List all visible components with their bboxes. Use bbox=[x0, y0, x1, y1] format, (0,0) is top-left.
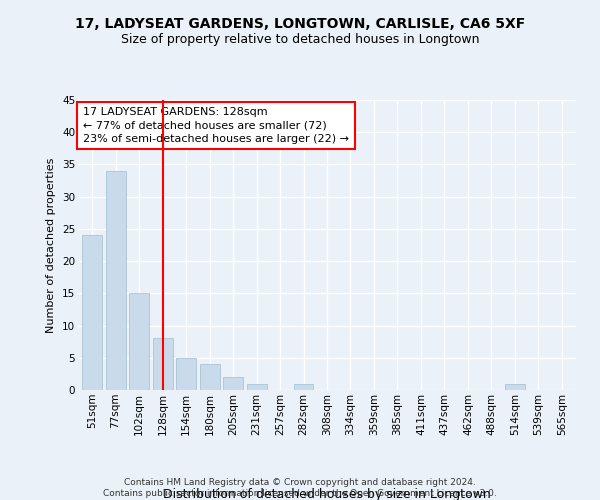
Text: Contains HM Land Registry data © Crown copyright and database right 2024.
Contai: Contains HM Land Registry data © Crown c… bbox=[103, 478, 497, 498]
Bar bbox=[200, 364, 220, 390]
Text: 17 LADYSEAT GARDENS: 128sqm
← 77% of detached houses are smaller (72)
23% of sem: 17 LADYSEAT GARDENS: 128sqm ← 77% of det… bbox=[83, 108, 349, 144]
Y-axis label: Number of detached properties: Number of detached properties bbox=[46, 158, 56, 332]
Bar bbox=[293, 384, 313, 390]
Bar bbox=[247, 384, 266, 390]
Text: Size of property relative to detached houses in Longtown: Size of property relative to detached ho… bbox=[121, 32, 479, 46]
Bar bbox=[106, 171, 125, 390]
Bar bbox=[129, 294, 149, 390]
Bar bbox=[82, 236, 102, 390]
X-axis label: Distribution of detached houses by size in Longtown: Distribution of detached houses by size … bbox=[163, 488, 491, 500]
Bar bbox=[505, 384, 525, 390]
Text: 17, LADYSEAT GARDENS, LONGTOWN, CARLISLE, CA6 5XF: 17, LADYSEAT GARDENS, LONGTOWN, CARLISLE… bbox=[75, 18, 525, 32]
Bar bbox=[223, 377, 243, 390]
Bar bbox=[176, 358, 196, 390]
Bar bbox=[152, 338, 173, 390]
